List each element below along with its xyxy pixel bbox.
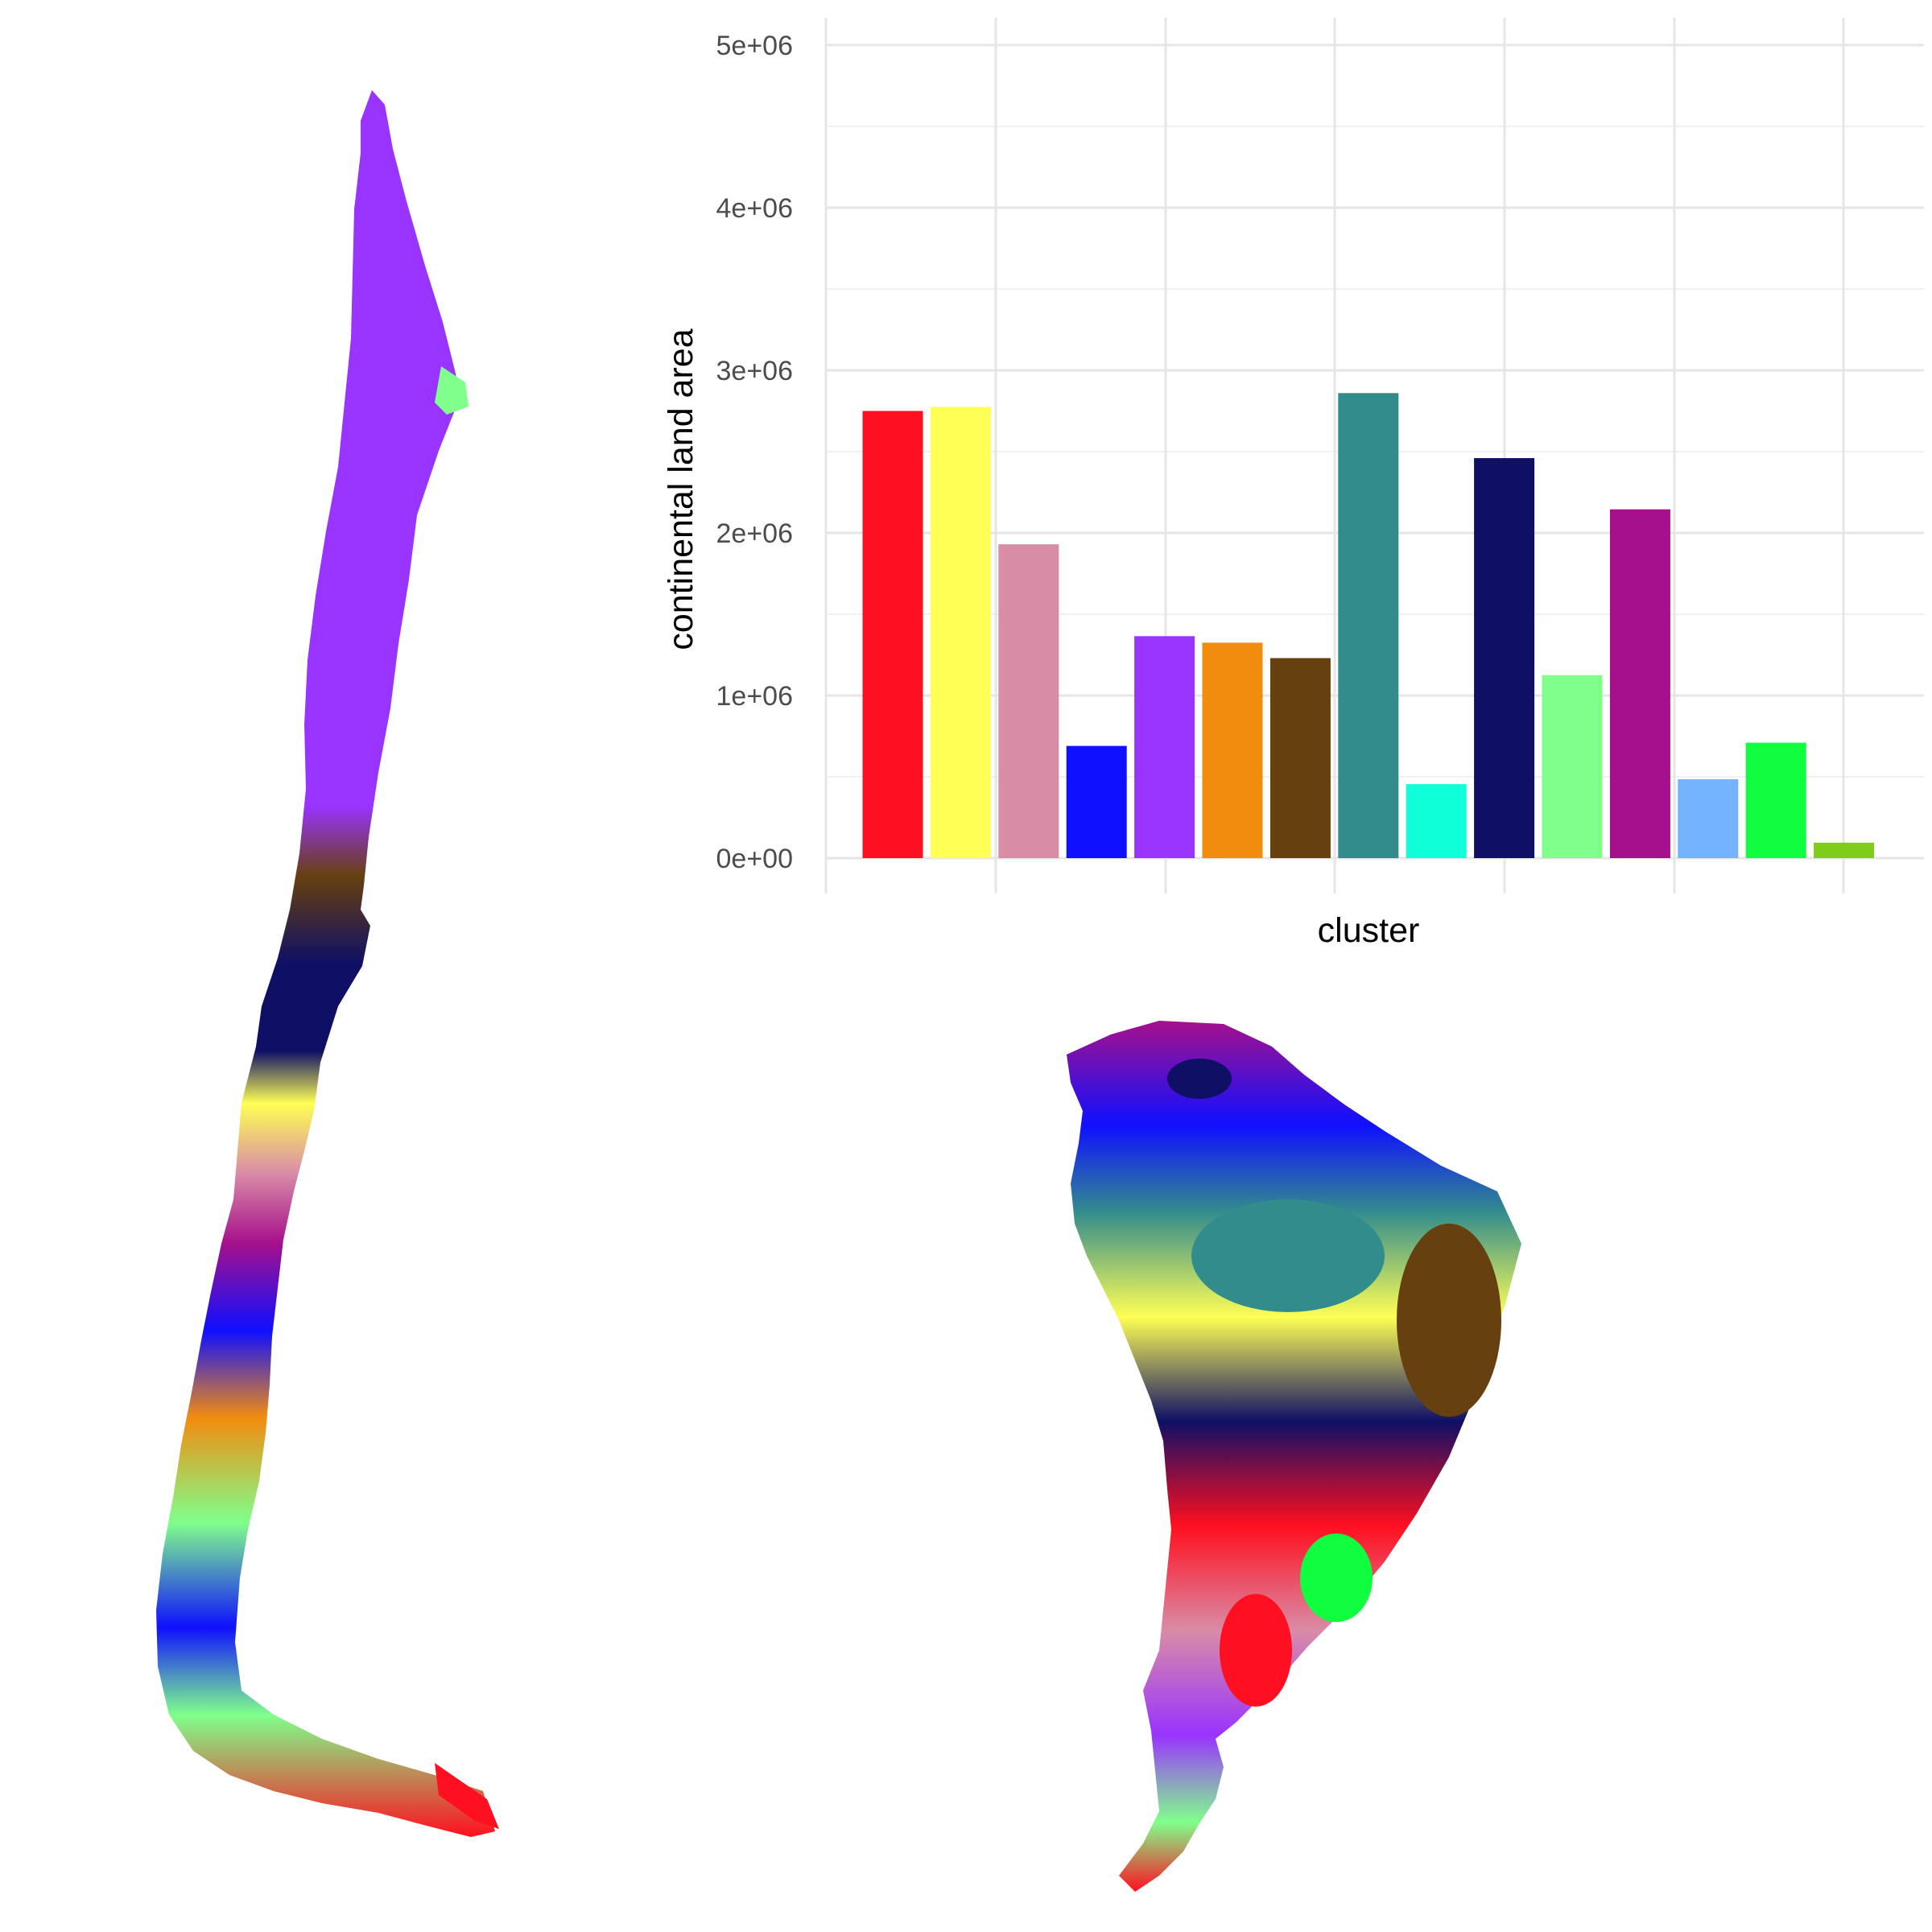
bar-cluster-11 xyxy=(1542,675,1603,858)
sa-south-pampas xyxy=(1300,1534,1373,1622)
bar-cluster-8 xyxy=(1338,393,1399,858)
chart-grid xyxy=(824,18,1924,894)
bar-cluster-10 xyxy=(1474,458,1535,858)
bar-cluster-13 xyxy=(1678,779,1739,858)
y-tick-label: 5e+06 xyxy=(716,31,794,61)
chart-bars xyxy=(862,393,1875,858)
y-tick-label: 0e+00 xyxy=(716,844,794,874)
sa-north-highland xyxy=(1167,1059,1232,1099)
bar-cluster-4 xyxy=(1066,745,1127,858)
bar-cluster-14 xyxy=(1745,742,1806,858)
chile-northern-fringe xyxy=(435,366,469,415)
bar-cluster-2 xyxy=(930,407,991,858)
bar-cluster-9 xyxy=(1406,784,1467,858)
y-axis-ticks: 0e+00 1e+06 2e+06 3e+06 4e+06 5e+06 xyxy=(716,31,794,874)
y-tick-label: 1e+06 xyxy=(716,681,794,712)
chile-southern-fringe xyxy=(435,1763,499,1829)
bar-cluster-15 xyxy=(1814,842,1875,858)
sa-patagonia xyxy=(1220,1594,1292,1707)
chile-landmass xyxy=(156,90,495,1837)
bar-cluster-3 xyxy=(998,544,1059,858)
bar-cluster-6 xyxy=(1202,642,1263,858)
bar-cluster-5 xyxy=(1134,636,1195,858)
chile-cluster-map xyxy=(156,90,499,1837)
y-tick-label: 2e+06 xyxy=(716,518,794,549)
y-axis-title: continental land area xyxy=(662,328,700,650)
south-america-landmass xyxy=(1067,1021,1521,1892)
y-tick-label: 3e+06 xyxy=(716,356,794,386)
bar-chart: 0e+00 1e+06 2e+06 3e+06 4e+06 5e+06 cluster c… xyxy=(662,18,1924,950)
bar-cluster-7 xyxy=(1269,658,1331,858)
x-axis-title: cluster xyxy=(1318,911,1420,950)
y-tick-label: 4e+06 xyxy=(716,193,794,224)
sa-northeast-region xyxy=(1397,1224,1501,1417)
sa-amazon-core xyxy=(1191,1199,1385,1312)
bar-cluster-1 xyxy=(862,411,923,858)
south-america-cluster-map xyxy=(1067,1021,1521,1892)
bar-cluster-12 xyxy=(1609,509,1670,858)
